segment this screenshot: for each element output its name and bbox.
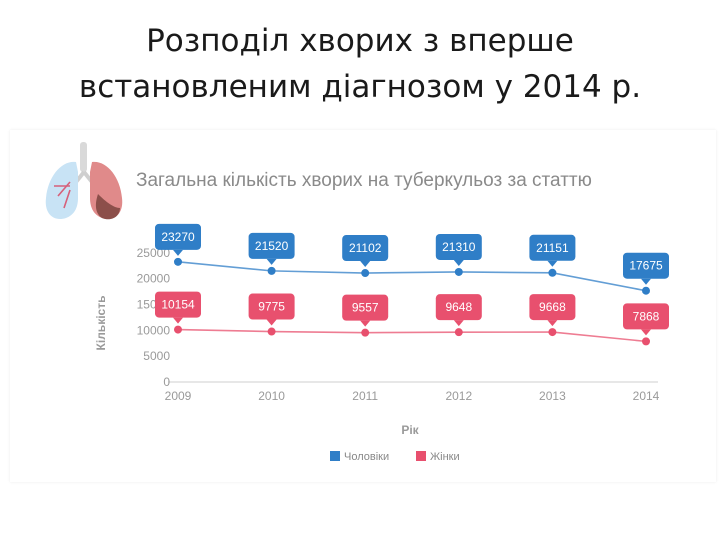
- data-label-box-0-0: [155, 223, 201, 250]
- data-label-1-3: 9648: [435, 294, 482, 327]
- data-label-1-1: 9775: [248, 293, 295, 326]
- data-label-box-1-2: [342, 294, 389, 321]
- lungs-icon: [45, 142, 123, 220]
- data-label-1-2: 9557: [342, 294, 389, 327]
- data-label-pointer-0-4: [547, 260, 558, 267]
- data-label-text-1-5: 7868: [633, 309, 660, 323]
- y-tick-label-4: 20000: [137, 272, 171, 286]
- y-tick-label-2: 10000: [137, 323, 171, 337]
- data-label-pointer-0-0: [173, 249, 183, 256]
- x-tick-label-5: 2014: [633, 389, 660, 403]
- data-label-pointer-1-0: [173, 317, 183, 324]
- legend-label-0: Чоловіки: [344, 451, 389, 463]
- data-label-1-0: 10154: [155, 291, 201, 324]
- data-point-1-3: [454, 328, 463, 337]
- data-label-pointer-1-4: [547, 320, 558, 327]
- data-label-0-5: 17675: [623, 252, 669, 285]
- data-label-box-1-4: [529, 294, 576, 321]
- data-label-pointer-0-2: [360, 261, 371, 268]
- legend-label-1: Жінки: [430, 451, 460, 463]
- data-label-pointer-0-5: [641, 278, 651, 285]
- legend-swatch-0: [330, 451, 340, 461]
- data-label-0-1: 21520: [248, 232, 295, 265]
- data-point-0-4: [548, 268, 557, 277]
- data-label-pointer-1-5: [641, 329, 651, 336]
- y-tick-label-0: 0: [163, 375, 170, 389]
- data-label-pointer-1-1: [266, 319, 277, 326]
- data-label-pointer-1-2: [360, 320, 371, 327]
- data-point-1-4: [548, 328, 557, 337]
- data-label-pointer-0-1: [266, 258, 277, 265]
- data-label-box-0-4: [529, 234, 576, 261]
- data-label-pointer-0-3: [453, 259, 464, 266]
- data-label-box-0-1: [248, 232, 295, 259]
- x-tick-label-2: 2011: [352, 389, 378, 403]
- data-label-box-1-1: [248, 293, 295, 320]
- data-label-text-1-2: 9557: [352, 301, 379, 315]
- data-label-text-1-1: 9775: [258, 300, 285, 314]
- slide-title-line-2: встановленим діагнозом у 2014 р.: [78, 69, 642, 105]
- data-label-text-1-3: 9648: [445, 300, 472, 314]
- data-point-0-1: [267, 266, 276, 275]
- data-point-1-5: [642, 337, 650, 346]
- slide-title-line-1: Розподіл хворих з вперше: [146, 23, 574, 59]
- data-label-1-5: 7868: [623, 303, 669, 336]
- data-point-0-2: [361, 269, 370, 278]
- y-tick-label-1: 5000: [143, 349, 170, 363]
- legend-swatch-1: [416, 451, 426, 461]
- data-label-text-0-4: 21151: [536, 241, 569, 255]
- data-label-text-1-4: 9668: [539, 300, 566, 314]
- data-label-0-0: 23270: [155, 223, 201, 256]
- data-label-0-2: 21102: [342, 235, 389, 268]
- data-label-text-0-0: 23270: [161, 230, 195, 244]
- data-point-0-3: [454, 267, 463, 276]
- data-point-0-0: [174, 257, 182, 266]
- data-label-box-1-0: [155, 291, 201, 318]
- data-label-box-0-3: [435, 233, 482, 260]
- data-point-1-0: [174, 325, 182, 334]
- y-axis-label: Кількість: [94, 296, 108, 351]
- data-label-text-0-1: 21520: [255, 239, 289, 253]
- data-label-text-1-0: 10154: [161, 298, 195, 312]
- series-line-0: [177, 261, 647, 292]
- data-label-0-3: 21310: [435, 233, 482, 266]
- data-label-box-0-2: [342, 235, 389, 262]
- x-tick-label-1: 2010: [258, 389, 285, 403]
- data-label-text-0-2: 21102: [349, 241, 382, 255]
- data-label-box-1-3: [435, 294, 482, 321]
- data-label-0-4: 21151: [529, 234, 576, 267]
- data-point-0-5: [642, 286, 650, 295]
- chart-title: Загальна кількість хворих на туберкульоз…: [136, 170, 592, 191]
- data-label-text-0-5: 17675: [629, 259, 663, 273]
- data-point-1-1: [267, 327, 276, 336]
- x-tick-label-4: 2013: [539, 389, 566, 403]
- data-point-1-2: [361, 328, 370, 337]
- x-tick-label-0: 2009: [165, 389, 192, 403]
- data-label-box-1-5: [623, 303, 669, 330]
- series-line-1: [177, 328, 647, 343]
- data-label-text-0-3: 21310: [442, 240, 476, 254]
- data-label-pointer-1-3: [453, 320, 464, 327]
- chart-panel: 0 5000 10000 15000 20000 25000 2009 2010 2011 201…: [10, 130, 716, 482]
- x-tick-label-3: 2012: [445, 389, 472, 403]
- x-axis-label: Рік: [401, 423, 419, 437]
- slide-title: Розподіл хворих з вперше встановленим ді…: [0, 18, 720, 110]
- data-label-1-4: 9668: [529, 294, 576, 327]
- data-label-box-0-5: [623, 252, 669, 279]
